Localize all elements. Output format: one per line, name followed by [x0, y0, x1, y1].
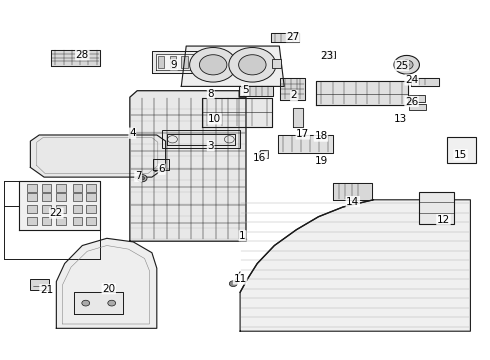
Polygon shape	[293, 108, 303, 127]
Bar	[324, 51, 335, 58]
Circle shape	[108, 300, 116, 306]
Circle shape	[394, 55, 419, 74]
Bar	[409, 95, 425, 102]
Text: 15: 15	[454, 150, 467, 160]
Bar	[56, 193, 66, 201]
Polygon shape	[167, 134, 235, 145]
Polygon shape	[271, 33, 299, 42]
Text: 12: 12	[437, 215, 450, 225]
Text: 5: 5	[242, 85, 248, 95]
Polygon shape	[130, 91, 246, 241]
Polygon shape	[156, 54, 202, 70]
Bar	[86, 193, 96, 201]
Polygon shape	[153, 159, 169, 170]
Bar	[447, 137, 476, 163]
Text: 20: 20	[102, 284, 115, 294]
Polygon shape	[56, 238, 157, 328]
Circle shape	[229, 48, 276, 82]
Bar	[56, 205, 66, 213]
Bar	[56, 184, 66, 192]
Circle shape	[229, 281, 237, 287]
Text: 3: 3	[207, 141, 214, 151]
Polygon shape	[19, 181, 100, 230]
Text: 14: 14	[346, 197, 360, 207]
Text: 4: 4	[129, 128, 136, 138]
Bar	[409, 104, 426, 110]
Polygon shape	[51, 50, 100, 66]
Text: 18: 18	[314, 131, 328, 141]
Polygon shape	[333, 183, 372, 200]
Circle shape	[259, 150, 269, 158]
Text: 26: 26	[405, 96, 418, 107]
Bar	[42, 217, 51, 225]
Polygon shape	[240, 200, 470, 331]
Text: 25: 25	[395, 60, 409, 71]
Polygon shape	[278, 135, 333, 153]
Bar	[73, 217, 82, 225]
Bar	[27, 184, 37, 192]
Polygon shape	[30, 135, 166, 177]
Bar	[162, 130, 240, 148]
Text: 21: 21	[40, 285, 53, 295]
Text: 10: 10	[208, 114, 221, 124]
Bar	[27, 205, 37, 213]
Text: 1: 1	[239, 231, 246, 241]
Text: 13: 13	[394, 114, 408, 124]
Circle shape	[190, 48, 237, 82]
Bar	[27, 193, 37, 201]
Bar	[42, 193, 51, 201]
Circle shape	[239, 55, 266, 75]
Text: 22: 22	[49, 208, 63, 218]
Polygon shape	[239, 86, 273, 96]
Bar	[86, 205, 96, 213]
Bar	[170, 56, 176, 68]
Polygon shape	[181, 46, 284, 86]
Bar	[42, 205, 51, 213]
Text: 7: 7	[135, 171, 142, 181]
Bar	[30, 279, 49, 290]
Circle shape	[82, 300, 90, 306]
Bar	[86, 217, 96, 225]
Text: 11: 11	[233, 274, 247, 284]
Text: 2: 2	[291, 90, 297, 100]
Bar	[56, 217, 66, 225]
Polygon shape	[202, 98, 272, 127]
Text: 9: 9	[171, 60, 177, 70]
Bar	[86, 184, 96, 192]
Circle shape	[404, 63, 409, 67]
Polygon shape	[74, 292, 123, 314]
Circle shape	[137, 175, 147, 182]
Bar	[192, 56, 198, 68]
Text: 27: 27	[286, 32, 300, 42]
Bar	[73, 184, 82, 192]
Bar	[42, 184, 51, 192]
Bar	[181, 56, 188, 68]
Circle shape	[140, 176, 145, 180]
Text: 24: 24	[405, 75, 418, 85]
Circle shape	[400, 60, 413, 69]
Polygon shape	[152, 51, 206, 73]
Bar	[260, 150, 268, 158]
Polygon shape	[411, 78, 439, 86]
Polygon shape	[316, 81, 408, 105]
Bar	[158, 56, 164, 68]
Bar	[27, 217, 37, 225]
Text: 28: 28	[75, 50, 89, 60]
Polygon shape	[280, 78, 305, 100]
Bar	[419, 192, 454, 224]
Text: 19: 19	[314, 156, 328, 166]
Text: 8: 8	[207, 89, 214, 99]
Bar	[272, 59, 281, 68]
Circle shape	[199, 55, 227, 75]
Text: 16: 16	[253, 153, 267, 163]
Text: 17: 17	[296, 129, 310, 139]
Bar	[73, 205, 82, 213]
Bar	[73, 193, 82, 201]
Text: 6: 6	[158, 164, 165, 174]
Text: 23: 23	[320, 51, 334, 61]
